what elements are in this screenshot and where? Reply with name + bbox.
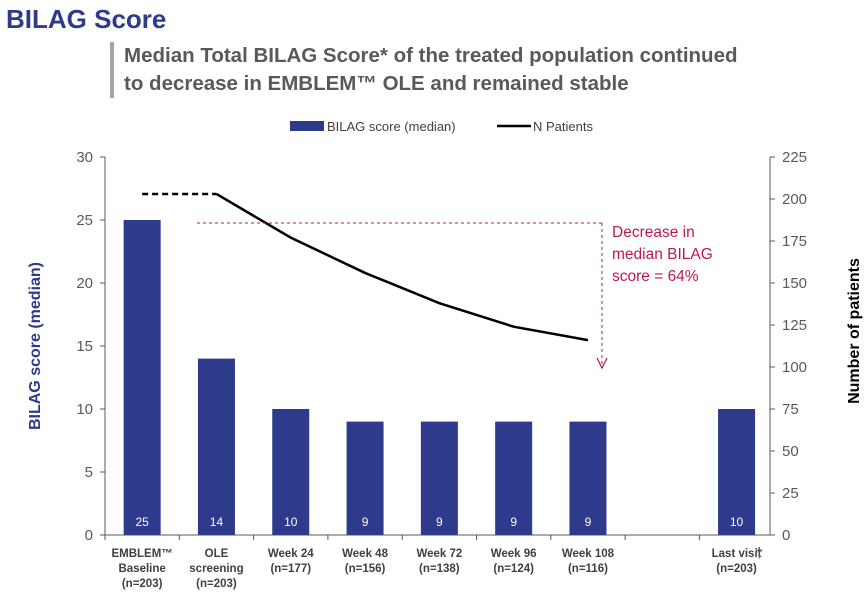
annotation-arrow-head [596,357,608,370]
category-label: (n=177) [270,563,311,575]
y-left-tick-label: 5 [85,464,93,481]
y-axis-left-title: BILAG score (median) [27,262,44,430]
bar-value-label: 9 [585,515,592,529]
y-right-tick-label: 100 [782,359,807,376]
category-label: (n=203) [122,578,163,590]
legend-bar-label: BILAG score (median) [327,119,456,134]
y-left-tick-label: 10 [76,401,93,418]
y-right-tick-label: 175 [782,233,807,250]
y-left-tick-label: 20 [76,275,93,292]
legend-line-label: N Patients [533,119,593,134]
last-visit-marker: † [755,545,763,562]
y-left-tick-label: 25 [76,212,93,229]
n-patients-line-solid [215,192,589,342]
y-right-tick-label: 75 [782,401,799,418]
category-label: (n=203) [196,578,237,590]
category-label: Last visit [712,548,762,560]
bar-value-label: 25 [135,515,149,529]
y-right-tick-label: 150 [782,275,807,292]
bar [197,358,235,535]
page-title: BILAG Score [6,4,167,34]
category-label: (n=138) [419,563,460,575]
y-left-tick-label: 0 [85,527,93,544]
y-left-tick-label: 15 [76,338,93,355]
bar [346,421,384,535]
bar-value-label: 9 [436,515,443,529]
y-axis-right-title: Number of patients [846,258,863,404]
bar-value-label: 14 [210,515,224,529]
category-label: OLE [205,548,229,560]
bars: 25 14 10 9 9 9 9 10 [123,220,756,535]
bar [718,409,756,535]
category-label: (n=116) [568,563,608,575]
legend-bar-swatch [290,121,324,131]
bar-value-label: 10 [284,515,298,529]
category-label: (n=203) [716,563,757,575]
category-label: EMBLEM™ [111,548,172,560]
bar [420,421,458,535]
category-label: (n=156) [345,563,386,575]
category-label: Week 72 [416,548,462,560]
bar [123,220,161,535]
n-patients-line [142,192,589,342]
y-right-tick-label: 200 [782,191,807,208]
bar [569,421,607,535]
bar-value-label: 10 [730,515,744,529]
bar-value-label: 9 [362,515,369,529]
category-label: (n=124) [493,563,534,575]
subtitle: Median Total BILAG Score* of the treated… [110,42,868,98]
y-right-tick-label: 25 [782,485,799,502]
bar [272,409,310,535]
y-right-tick-label: 225 [782,149,807,166]
category-label: Baseline [118,563,165,575]
y-left-tick-label: 30 [76,149,93,166]
subtitle-line-1: Median Total BILAG Score* of the treated… [124,44,738,67]
category-label: screening [189,563,243,575]
y-right-tick-label: 125 [782,317,807,334]
category-label: Week 108 [562,548,615,560]
legend: BILAG score (median) N Patients [290,119,593,134]
bar-value-label: 9 [510,515,517,529]
annotation-text-line-1: Decrease in [612,224,695,241]
annotation-text-line-3: score = 64% [612,268,699,285]
annotation: Decrease in median BILAG score = 64% [197,222,713,370]
annotation-text-line-2: median BILAG [612,246,713,263]
subtitle-line-2: to decrease in EMBLEM™ OLE and remained … [124,72,629,95]
category-label: Week 24 [268,548,314,560]
bar [495,421,533,535]
category-labels: EMBLEM™ Baseline (n=203) OLE screening (n=203… [111,548,761,590]
category-label: Week 48 [342,548,388,560]
category-label: Week 96 [491,548,537,560]
y-right-tick-label: 50 [782,443,799,460]
y-right-tick-label: 0 [782,527,790,544]
